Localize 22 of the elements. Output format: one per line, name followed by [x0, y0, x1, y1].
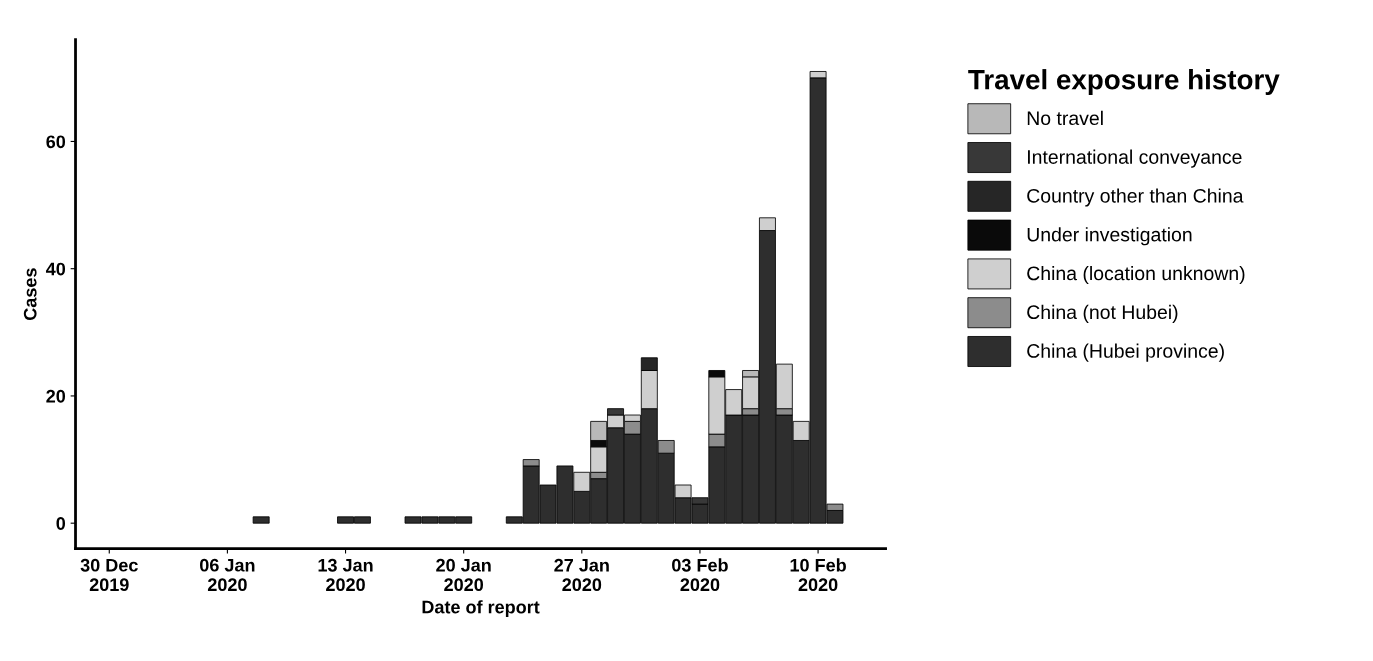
legend-label: China (location unknown)	[1027, 266, 1245, 285]
legend-label: No travel	[1027, 110, 1103, 126]
legend-label: Under investigation	[1027, 227, 1192, 246]
legend-label: China (not Hubei)	[1027, 304, 1178, 323]
legend-label: Country other than China	[1027, 188, 1244, 207]
y-axis-title: Cases	[23, 268, 37, 320]
y-tick-label: 0	[56, 517, 66, 530]
legend-label: International conveyance	[1028, 149, 1242, 168]
x-tick-label: 10 Feb 2020	[790, 558, 846, 592]
x-axis-title: Date of report	[422, 600, 540, 618]
legend-title: Travel exposure history	[968, 69, 1280, 95]
bar	[252, 516, 270, 524]
x-tick-label: 27 Jan 2020	[554, 558, 609, 592]
y-tick-label: 40	[45, 262, 66, 276]
x-tick-label: 06 Jan 2020	[200, 558, 255, 592]
y-tick-label: 60	[46, 135, 66, 149]
x-tick-label: 03 Feb 2020	[672, 558, 728, 592]
x-tick-label: 13 Jan 2020	[318, 558, 373, 592]
x-tick-label: 30 Dec 2019	[80, 558, 138, 592]
legend-label: China (Hubei province)	[1027, 343, 1224, 362]
y-tick-label: 20	[46, 389, 66, 403]
x-tick-label: 20 Jan 2020	[436, 558, 491, 592]
